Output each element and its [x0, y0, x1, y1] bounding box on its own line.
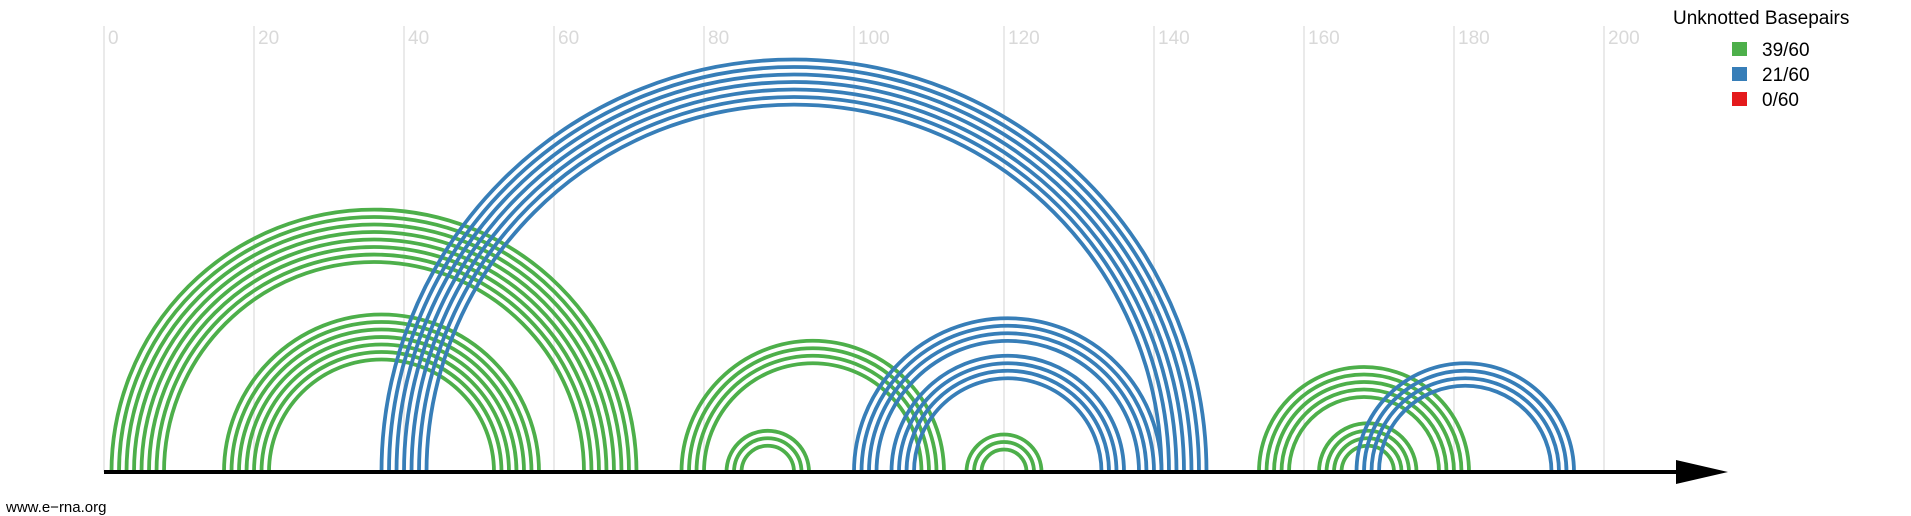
- basepair-arc: [259, 350, 504, 473]
- basepair-arc: [874, 338, 1141, 473]
- tick-labels: 0 20 40 60 80 100 120 140 160 180 200: [108, 28, 1640, 49]
- basepair-arc: [912, 376, 1104, 473]
- tick-label: 20: [258, 28, 279, 49]
- basepair-arc: [379, 57, 1209, 473]
- basepair-arc: [1369, 376, 1561, 473]
- basepair-arc: [139, 237, 609, 473]
- basepair-arc: [1332, 436, 1404, 473]
- basepair-arc: [244, 335, 519, 473]
- tick-label: 0: [108, 28, 119, 49]
- basepair-arc: [1324, 428, 1411, 473]
- basepair-arc: [124, 222, 624, 473]
- basepair-arc: [132, 230, 616, 473]
- basepair-arc: [417, 95, 1171, 473]
- basepair-arc: [852, 316, 1164, 473]
- tick-label: 160: [1308, 28, 1340, 49]
- tick-label: 140: [1158, 28, 1190, 49]
- legend: Unknotted Basepairs 39/60 21/60 0/60: [1673, 8, 1849, 111]
- legend-swatch: [1732, 92, 1747, 106]
- basepair-arc: [424, 102, 1164, 473]
- legend-label: 39/60: [1762, 40, 1810, 61]
- basepair-arc: [1377, 383, 1554, 473]
- basepair-arc: [1362, 368, 1569, 473]
- basepair-arc: [267, 357, 496, 473]
- tick-label: 60: [558, 28, 579, 49]
- basepair-arc: [394, 72, 1194, 473]
- basepair-arc: [147, 245, 601, 473]
- axis-arrow-head: [1676, 460, 1728, 484]
- basepair-arcs: [109, 57, 1576, 473]
- basepair-arc: [979, 447, 1029, 473]
- legend-swatch: [1732, 67, 1747, 81]
- basepair-arc: [964, 432, 1044, 473]
- basepair-arc: [679, 338, 946, 473]
- basepair-arc: [387, 65, 1201, 473]
- basepair-arc: [409, 87, 1179, 473]
- basepair-arc: [229, 320, 534, 473]
- legend-label: 21/60: [1762, 65, 1810, 86]
- basepair-arc: [162, 260, 586, 473]
- basepair-arc: [402, 80, 1186, 473]
- tick-label: 80: [708, 28, 729, 49]
- basepair-arc: [109, 207, 639, 473]
- basepair-arc: [867, 331, 1149, 473]
- basepair-arc: [694, 353, 931, 473]
- tick-label: 100: [858, 28, 890, 49]
- basepair-arc: [1272, 380, 1456, 473]
- basepair-arc: [252, 342, 511, 473]
- basepair-arc: [739, 443, 796, 473]
- legend-title: Unknotted Basepairs: [1673, 8, 1849, 29]
- tick-label: 40: [408, 28, 429, 49]
- tick-label: 180: [1458, 28, 1490, 49]
- basepair-arc: [897, 361, 1119, 473]
- basepair-arc: [117, 215, 631, 473]
- sequence-axis: [104, 460, 1728, 484]
- basepair-arc: [237, 327, 526, 473]
- basepair-arc: [732, 436, 804, 473]
- basepair-arc: [972, 440, 1036, 473]
- tick-label: 120: [1008, 28, 1040, 49]
- tick-label: 200: [1608, 28, 1640, 49]
- basepair-arc: [904, 368, 1111, 473]
- basepair-arc: [1257, 365, 1471, 473]
- basepair-arc: [154, 252, 594, 473]
- legend-label: 0/60: [1762, 90, 1799, 111]
- basepair-arc: [859, 323, 1156, 473]
- basepair-arc: [1264, 372, 1464, 473]
- basepair-arc: [724, 428, 811, 473]
- basepair-arc: [889, 353, 1126, 473]
- basepair-arc: [1354, 361, 1576, 473]
- basepair-arc: [222, 312, 541, 473]
- basepair-arc: [1287, 395, 1441, 473]
- legend-swatch: [1732, 42, 1747, 56]
- basepair-arc: [1279, 387, 1449, 473]
- credit-text: www.e−rna.org: [5, 499, 106, 516]
